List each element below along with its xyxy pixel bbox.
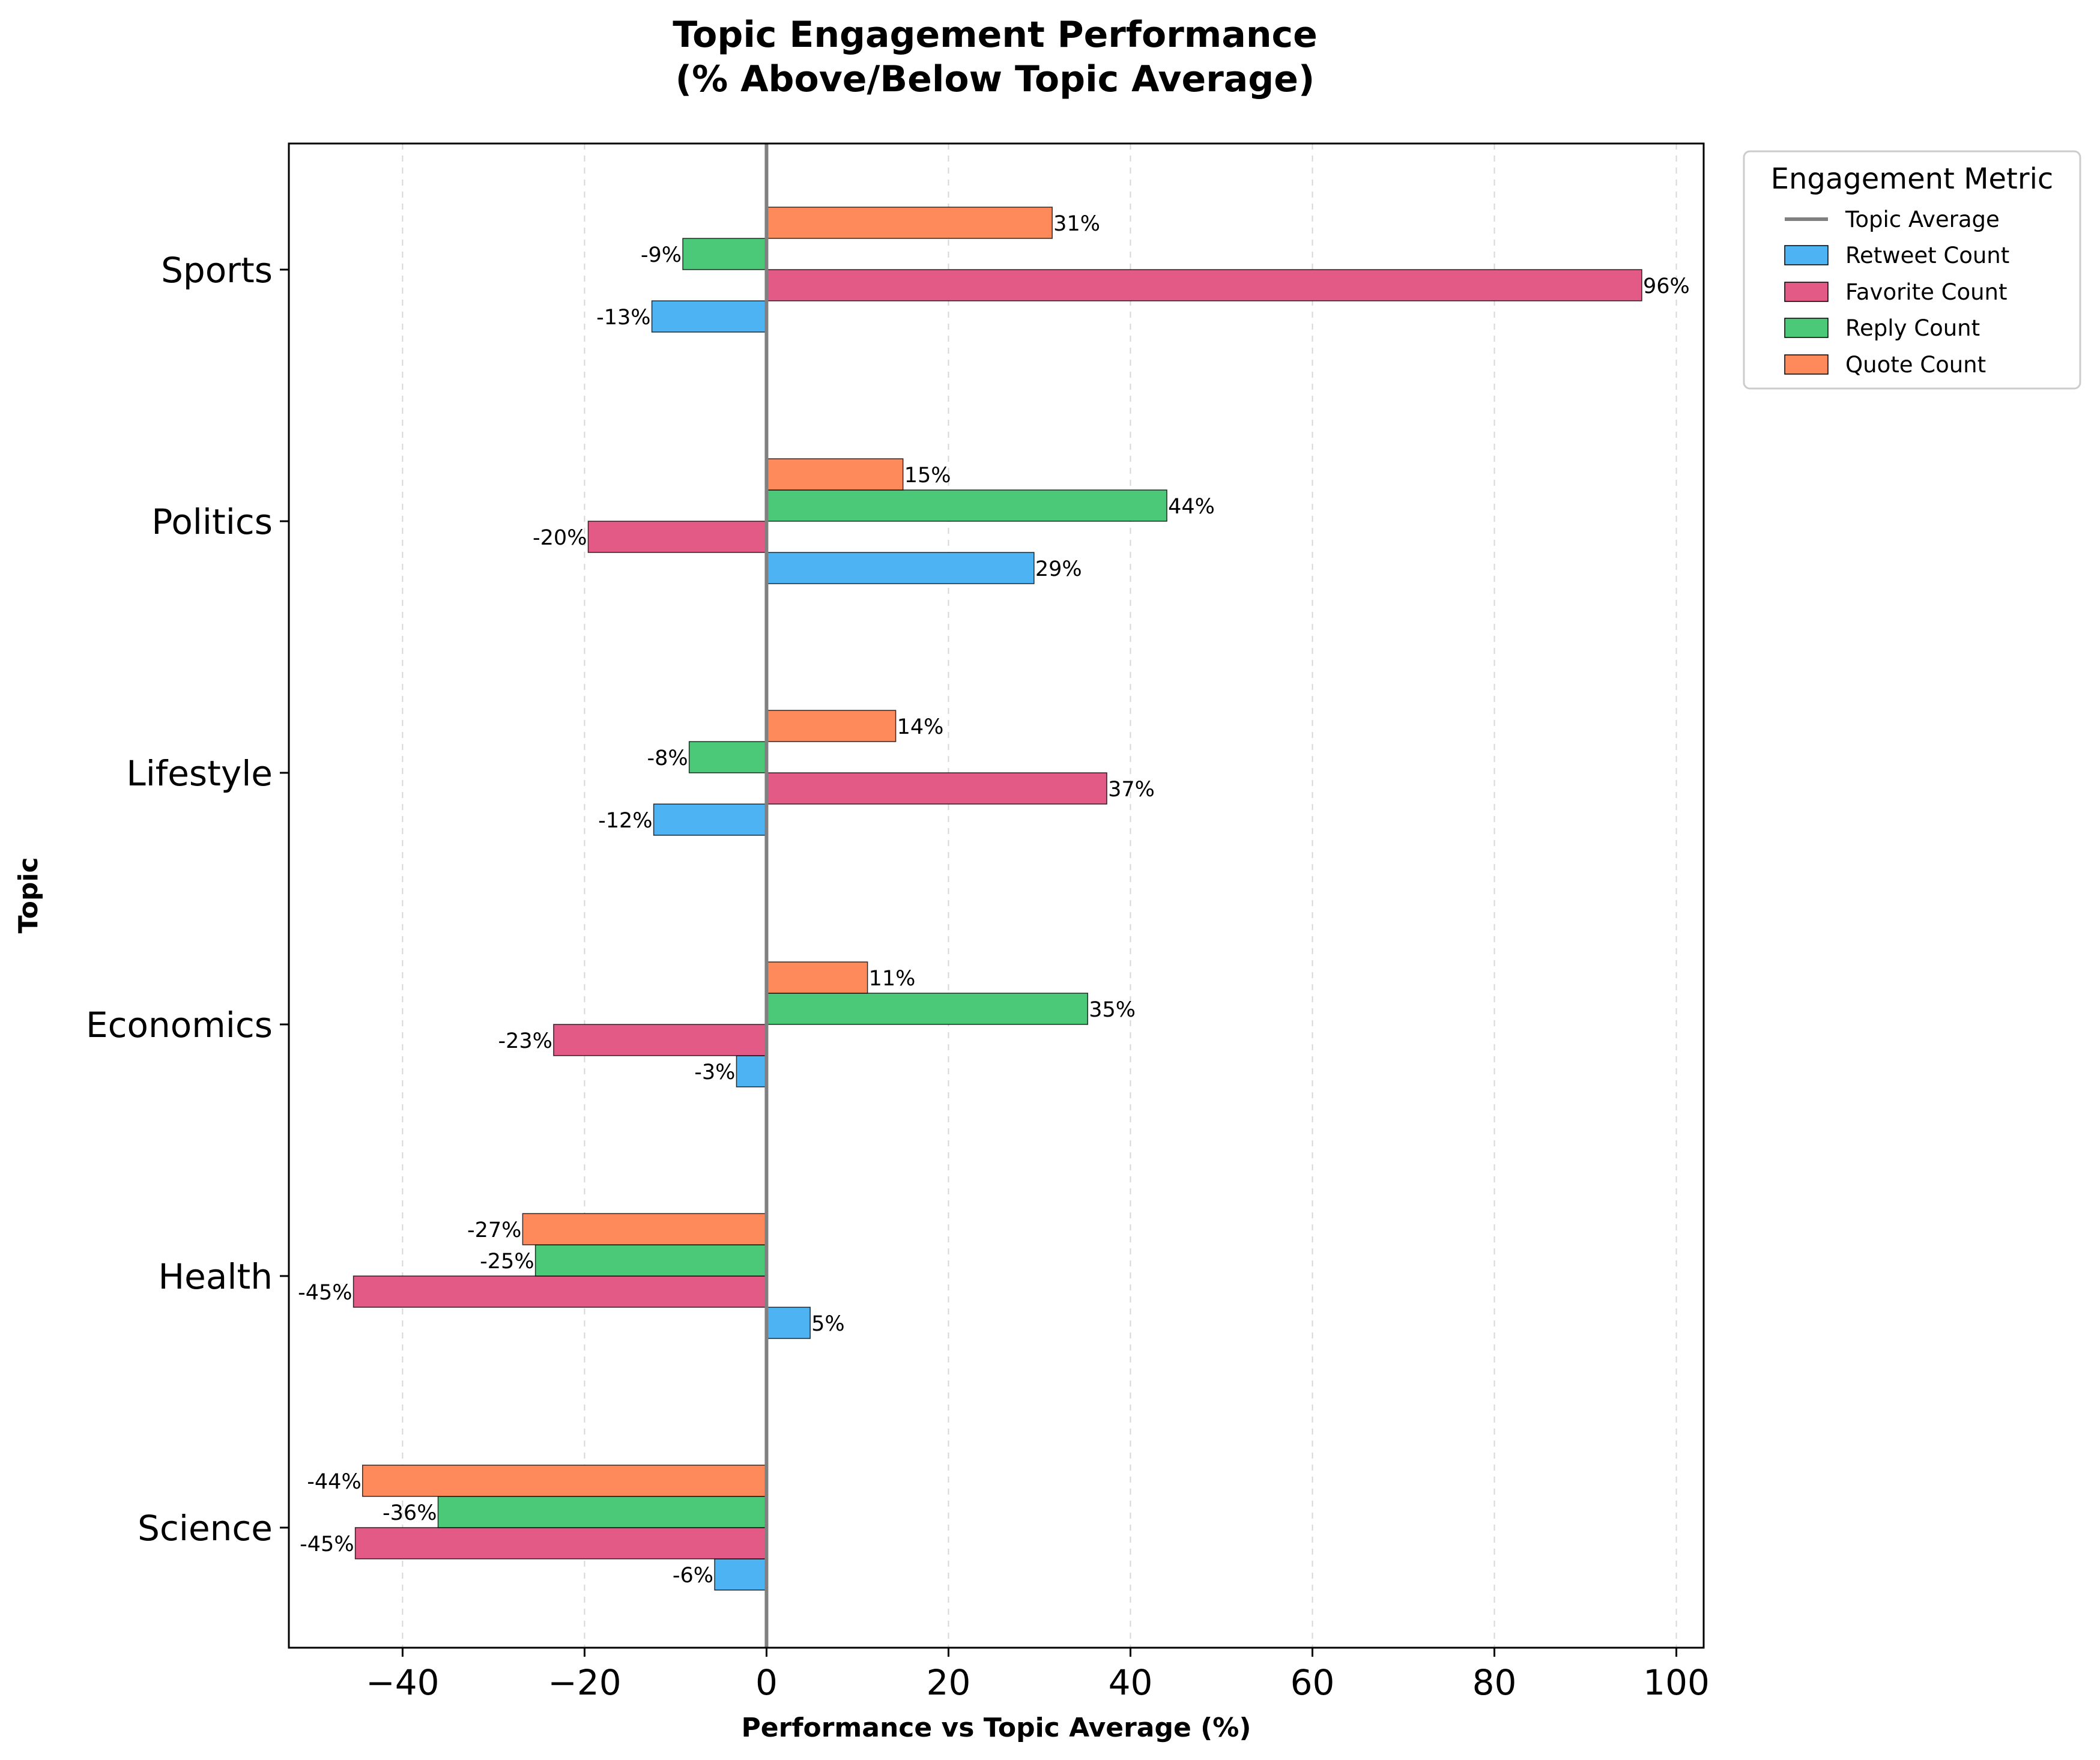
legend-swatch <box>1784 245 1829 265</box>
x-tick-label: −20 <box>548 1662 621 1703</box>
data-label: -23% <box>498 1029 552 1053</box>
x-tick-label: 80 <box>1472 1662 1517 1703</box>
bar <box>766 1307 811 1339</box>
bar <box>688 741 767 773</box>
data-label: 15% <box>904 464 951 488</box>
legend: Engagement Metric Topic Average Retweet C… <box>1743 150 2081 390</box>
bar <box>766 489 1167 522</box>
x-tick-label: 100 <box>1643 1662 1710 1703</box>
x-tick-label: 60 <box>1291 1662 1335 1703</box>
data-labels: -13% 29% -12% -3% 5% -6% 96% -20% 37% -23% -45% -45… <box>298 212 1690 1588</box>
data-label: -45% <box>298 1281 352 1305</box>
legend-swatch <box>1784 318 1829 338</box>
bar <box>522 1213 767 1245</box>
data-label: -25% <box>480 1250 534 1274</box>
data-label: -6% <box>673 1564 713 1588</box>
bar <box>553 1024 767 1056</box>
legend-label: Quote Count <box>1845 352 1986 378</box>
bars <box>353 207 1642 1591</box>
bar <box>682 238 767 270</box>
data-label: 35% <box>1089 998 1136 1022</box>
legend-label: Reply Count <box>1845 315 1980 341</box>
bar <box>766 993 1089 1025</box>
bar <box>766 269 1642 301</box>
x-tick-label: 0 <box>755 1662 778 1703</box>
bar <box>534 1244 767 1277</box>
x-tick-label: 40 <box>1109 1662 1153 1703</box>
legend-label: Retweet Count <box>1845 243 2009 268</box>
y-tick-label: Economics <box>86 1005 273 1045</box>
data-label: -36% <box>383 1501 437 1525</box>
bar <box>766 961 868 994</box>
bar <box>766 458 904 491</box>
data-label: -3% <box>694 1060 735 1084</box>
y-axis: Sports Politics Lifestyle Economics Health Sc… <box>86 250 289 1549</box>
y-tick-label: Sports <box>161 250 273 291</box>
legend-label: Topic Average <box>1845 207 2000 232</box>
data-label: 44% <box>1168 495 1215 519</box>
data-label: -12% <box>598 809 652 833</box>
x-axis: −40 −20 0 20 40 60 80 100 <box>366 1648 1710 1703</box>
bar <box>651 300 767 333</box>
data-label: -44% <box>307 1470 361 1494</box>
bar <box>354 1527 767 1559</box>
bar <box>766 772 1107 805</box>
bar <box>353 1275 767 1308</box>
y-tick-label: Science <box>138 1508 273 1549</box>
bar <box>736 1055 767 1087</box>
data-label: -27% <box>467 1218 521 1242</box>
data-label: 37% <box>1108 778 1155 802</box>
data-label: 5% <box>811 1312 845 1336</box>
data-label: -9% <box>641 243 682 267</box>
x-tick-label: 20 <box>927 1662 971 1703</box>
x-tick-label: −40 <box>366 1662 439 1703</box>
bar <box>587 521 767 553</box>
data-label: -8% <box>647 746 688 770</box>
data-label: -13% <box>596 306 650 330</box>
data-label: 11% <box>869 967 916 991</box>
bar <box>714 1558 767 1591</box>
plot-frame <box>288 142 1705 1649</box>
legend-label: Favorite Count <box>1845 279 2008 305</box>
chart-title-line2: (% Above/Below Topic Average) <box>676 58 1315 100</box>
data-label: 96% <box>1643 274 1690 298</box>
y-tick-label: Health <box>159 1256 273 1297</box>
bar <box>766 710 897 742</box>
y-axis-label: Topic <box>13 857 44 933</box>
y-tick-label: Lifestyle <box>126 753 273 794</box>
bar <box>362 1465 767 1497</box>
legend-title: Engagement Metric <box>1771 162 2054 196</box>
bar <box>653 803 767 836</box>
x-axis-label: Performance vs Topic Average (%) <box>742 1713 1251 1743</box>
data-label: 14% <box>897 715 944 739</box>
grid-lines <box>402 144 1677 1648</box>
chart-title-line1: Topic Engagement Performance <box>673 14 1318 56</box>
legend-swatch <box>1784 354 1829 375</box>
bar <box>766 552 1035 584</box>
data-label: -20% <box>533 526 587 550</box>
bar <box>437 1496 767 1528</box>
data-label: 29% <box>1035 557 1082 581</box>
legend-items: Topic Average Retweet Count Favorite Count… <box>1784 207 2009 378</box>
y-tick-label: Politics <box>151 501 273 542</box>
legend-swatch <box>1784 282 1829 302</box>
data-label: 31% <box>1053 212 1100 236</box>
data-label: -45% <box>300 1532 354 1556</box>
bar <box>766 207 1053 239</box>
